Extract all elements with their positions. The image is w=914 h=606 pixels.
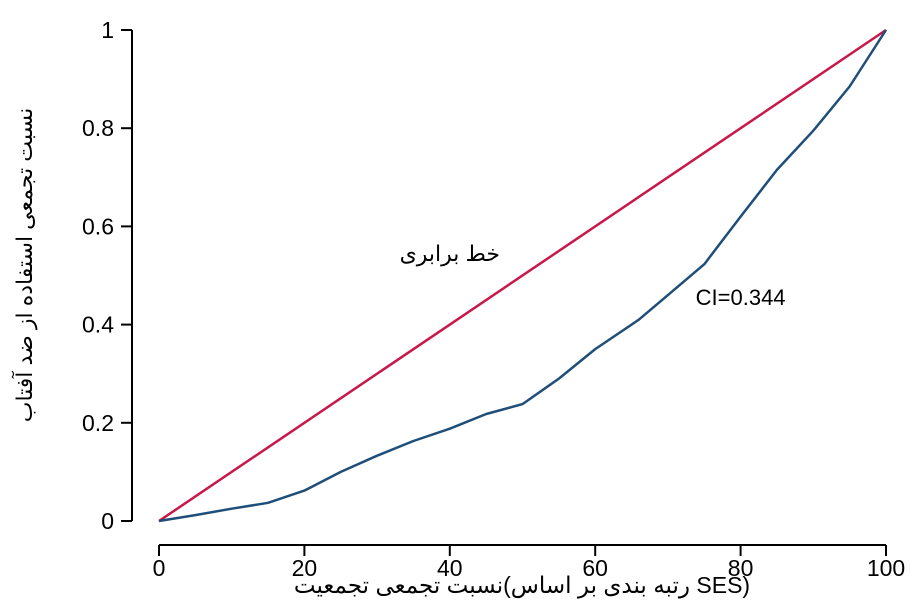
series-layer [159,30,886,521]
y-tick-label: 0.8 [82,115,114,141]
x-tick-label: 0 [153,555,166,581]
equality-line-label: خط برابری [400,241,500,266]
y-tick-label: 0.2 [82,410,114,436]
y-axis-label: نسبت تجمعی استفاده از ضد آفتاب [11,108,37,423]
y-tick-label: 0 [101,508,114,534]
x-tick-label: 100 [867,555,905,581]
y-tick-label: 1 [101,17,114,43]
annotation-layer: خط برابری CI=0.344 [400,241,786,310]
y-tick-label: 0.6 [82,213,114,239]
equality-line [159,30,886,521]
ci-annotation: CI=0.344 [696,285,786,310]
y-tick-label: 0.4 [82,312,114,338]
x-axis-label: نسبت تجمعی تجمعیت(رتبه بندی بر اساس SES) [294,572,750,599]
